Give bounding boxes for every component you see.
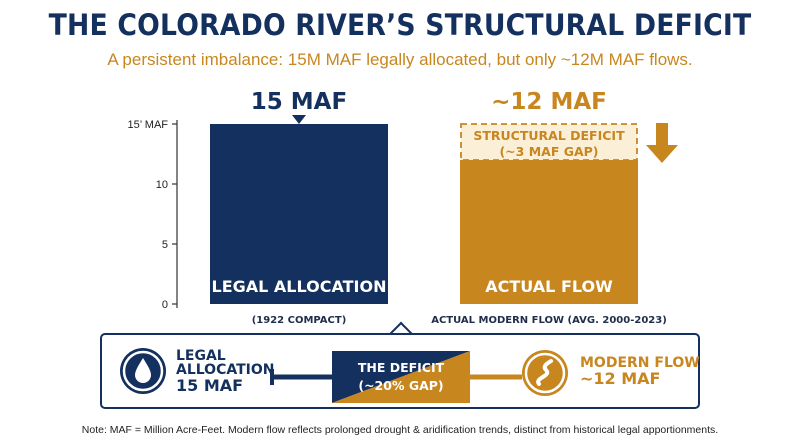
- legal-allocation-summary: LEGAL ALLOCATION 15 MAF: [176, 349, 276, 394]
- y-tick-label: 15’ MAF: [127, 119, 168, 131]
- bar-chart: 0 5 10 15’ MAF LEGAL ALLOCATION (1922 COMPAC…: [127, 89, 678, 326]
- down-arrow-icon: [656, 123, 668, 145]
- deficit-region: [460, 123, 638, 161]
- value-pointer-icon: [292, 115, 306, 124]
- deficit-gold-half: [332, 351, 470, 403]
- bar-label: ACTUAL FLOW: [485, 277, 613, 296]
- chart-subtitle: A persistent imbalance: 15M MAF legally …: [107, 50, 693, 69]
- water-drop-icon: [120, 348, 166, 394]
- y-tick-label: 10: [156, 179, 168, 191]
- category-sublabel: ACTUAL MODERN FLOW (AVG. 2000-2023): [431, 315, 667, 326]
- legal-line2: ALLOCATION: [176, 362, 275, 378]
- river-icon: [522, 350, 568, 396]
- bar: [210, 124, 388, 304]
- bar: [460, 160, 638, 304]
- deficit-line1: THE DEFICIT: [358, 360, 445, 375]
- bar-label: LEGAL ALLOCATION: [212, 277, 387, 296]
- bar-value-label: ~12 MAF: [491, 89, 607, 115]
- bar-value-label: 15 MAF: [251, 89, 347, 115]
- modern-line2: ~12 MAF: [580, 369, 661, 388]
- modern-flow-summary: MODERN FLOW ~12 MAF: [580, 355, 700, 387]
- legal-line3: 15 MAF: [176, 376, 244, 395]
- down-arrow-head-icon: [646, 145, 678, 163]
- modern-line1: MODERN FLOW: [580, 355, 700, 371]
- deficit-label: STRUCTURAL DEFICIT: [473, 128, 625, 143]
- chart-title: THE COLORADO RIVER’S STRUCTURAL DEFICIT: [48, 8, 752, 42]
- category-sublabel: (1922 COMPACT): [252, 315, 347, 326]
- footnote: Note: MAF = Million Acre-Feet. Modern fl…: [81, 424, 719, 436]
- y-tick-label: 0: [162, 299, 168, 311]
- deficit-line2: (~20% GAP): [358, 378, 443, 393]
- legal-line1: LEGAL: [176, 348, 226, 364]
- deficit-gap-label: (~3 MAF GAP): [499, 144, 598, 159]
- y-tick-label: 5: [162, 239, 168, 251]
